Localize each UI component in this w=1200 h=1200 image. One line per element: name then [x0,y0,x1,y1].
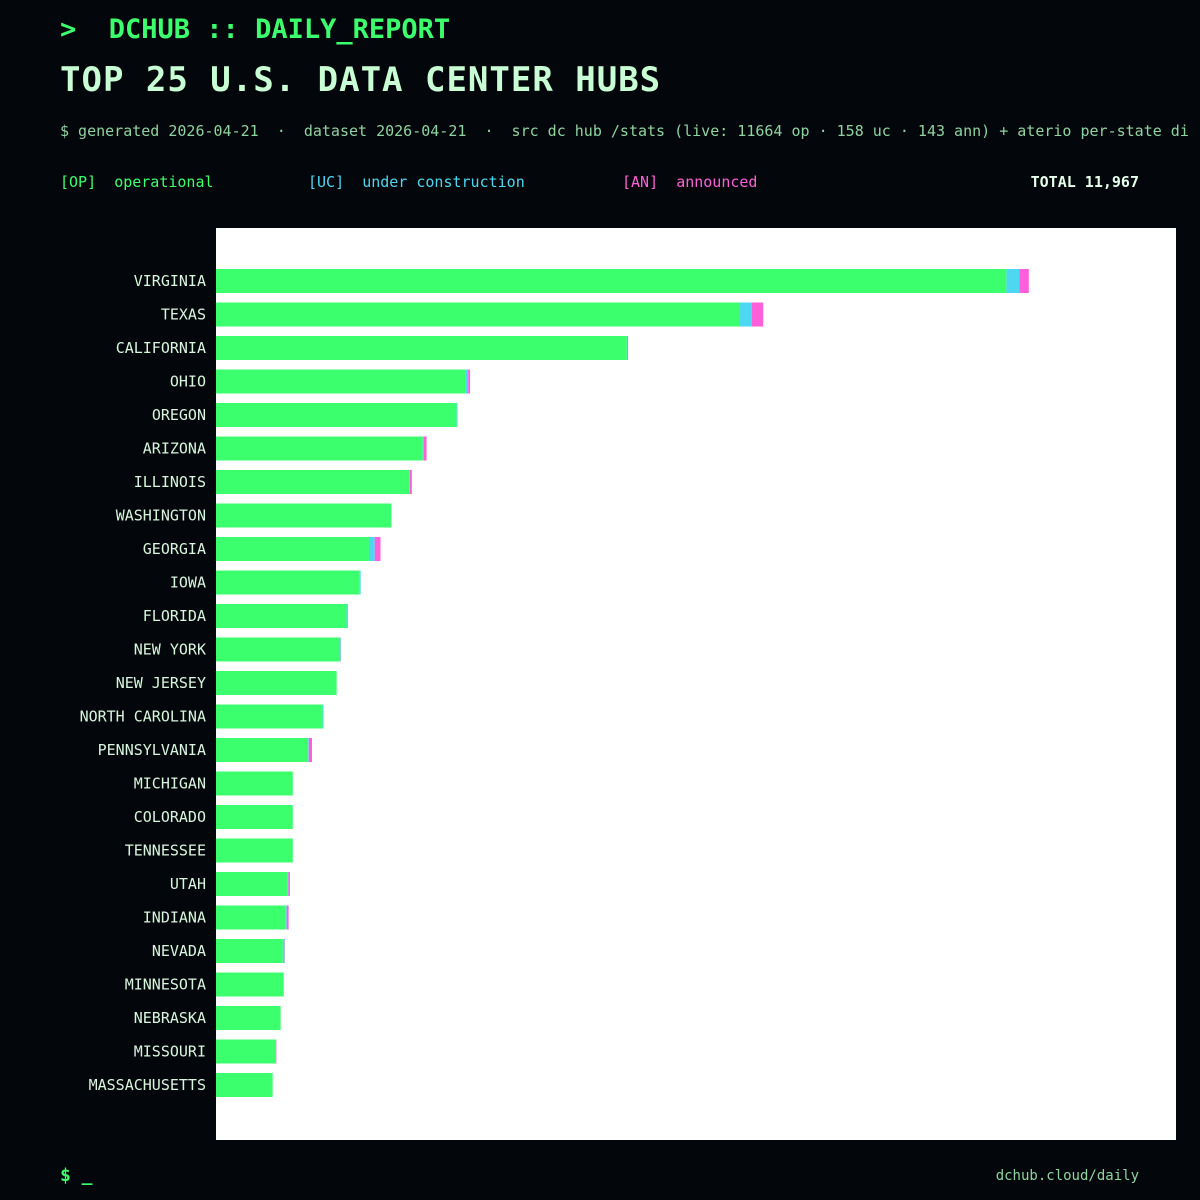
bar-uc-illinois [409,470,410,494]
bar-label-pennsylvania: PENNSYLVANIA [98,741,206,759]
bar-op-virginia [216,269,1007,293]
legend-an-tag: [AN] [622,173,659,191]
bar-op-massachusetts [216,1073,273,1097]
bar-uc-arizona [422,436,424,461]
legend-uc-label: under construction [362,173,525,191]
bar-uc-virginia [1006,269,1020,293]
bar-op-texas [216,302,740,327]
bar-label-minnesota: MINNESOTA [125,976,206,994]
bar-label-georgia: GEORGIA [143,540,206,558]
bar-label-new-york: NEW YORK [134,641,206,659]
bar-an-illinois [409,470,412,494]
bar-op-ohio [216,369,466,394]
bar-uc-pennsylvania [308,738,309,762]
bar-label-michigan: MICHIGAN [134,775,206,793]
bar-uc-iowa [359,570,361,595]
bar-an-utah [288,872,290,896]
bar-label-iowa: IOWA [170,574,206,592]
bar-op-florida [216,604,347,628]
bar-an-california [627,336,629,360]
bar-an-florida [347,604,348,628]
bar-op-new-jersey [216,671,337,695]
bar-uc-indiana [285,905,287,930]
bar-label-illinois: ILLINOIS [134,473,206,491]
bar-label-arizona: ARIZONA [143,440,206,458]
report-prompt: > DCHUB :: DAILY_REPORT [60,14,451,45]
footer-prompt: $ _ [60,1165,93,1186]
bar-an-ohio [468,369,471,394]
bar-label-colorado: COLORADO [134,808,206,826]
bar-op-nevada [216,939,283,963]
legend-an-label: announced [676,173,758,191]
bar-uc-utah [287,872,289,896]
legend-uc-tag: [UC] [308,173,345,191]
bar-op-california [216,336,627,360]
bar-label-california: CALIFORNIA [116,339,206,357]
bar-label-tennessee: TENNESSEE [125,842,206,860]
bar-op-minnesota [216,972,284,997]
bar-an-indiana [286,905,289,930]
bar-label-washington: WASHINGTON [116,507,206,525]
bar-uc-california [626,336,628,360]
bar-an-pennsylvania [308,738,312,762]
bar-an-arizona [423,436,427,461]
bar-op-colorado [216,805,293,829]
bar-op-illinois [216,470,410,494]
bar-op-iowa [216,570,360,595]
bar-label-indiana: INDIANA [143,909,206,927]
bar-uc-ohio [465,369,469,394]
bar-label-missouri: MISSOURI [134,1043,206,1061]
bar-op-indiana [216,905,286,930]
bar-op-missouri [216,1039,276,1064]
bar-label-nebraska: NEBRASKA [134,1009,206,1027]
bar-an-texas [751,302,764,327]
bar-op-georgia [216,537,369,561]
bar-op-arizona [216,436,423,461]
bar-op-pennsylvania [216,738,309,762]
bar-label-texas: TEXAS [161,306,206,324]
bar-label-ohio: OHIO [170,373,206,391]
bar-op-washington [216,503,392,528]
bar-label-oregon: OREGON [152,406,206,424]
bar-label-north-carolina: NORTH CAROLINA [80,708,206,726]
bar-uc-florida [346,604,348,628]
bar-uc-georgia [368,537,375,561]
legend-announced: [AN] announced [622,173,757,191]
bar-op-nebraska [216,1006,281,1030]
legend-op-label: operational [114,173,214,191]
bar-label-utah: UTAH [170,875,206,893]
footer-url: dchub.cloud/daily [995,1168,1139,1184]
bar-uc-new-york [340,637,341,662]
bar-op-new-york [216,637,341,662]
bar-uc-missouri [275,1039,277,1064]
bar-op-oregon [216,403,457,427]
page-title: TOP 25 U.S. DATA CENTER HUBS [60,60,662,100]
bar-uc-north-carolina [322,704,324,729]
bar-label-nevada: NEVADA [152,942,206,960]
generation-meta: $ generated 2026-04-21 · dataset 2026-04… [60,122,1189,140]
bar-op-north-carolina [216,704,323,729]
bar-uc-nevada [282,939,285,963]
bar-op-utah [216,872,288,896]
bar-label-new-jersey: NEW JERSEY [116,674,206,692]
legend-operational: [OP] operational [60,173,214,191]
bar-label-florida: FLORIDA [143,607,206,625]
bar-label-massachusetts: MASSACHUSETTS [89,1076,206,1094]
bar-an-georgia [374,537,381,561]
bar-uc-oregon [456,403,458,427]
legend-under-construction: [UC] under construction [308,173,525,191]
bar-op-tennessee [216,838,293,863]
total-count: TOTAL 11,967 [1030,173,1139,191]
bar-op-michigan [216,771,293,796]
bar-label-virginia: VIRGINIA [134,272,206,290]
bar-uc-minnesota [283,972,284,997]
legend-op-tag: [OP] [60,173,97,191]
bar-an-virginia [1019,269,1029,293]
bar-uc-texas [739,302,752,327]
